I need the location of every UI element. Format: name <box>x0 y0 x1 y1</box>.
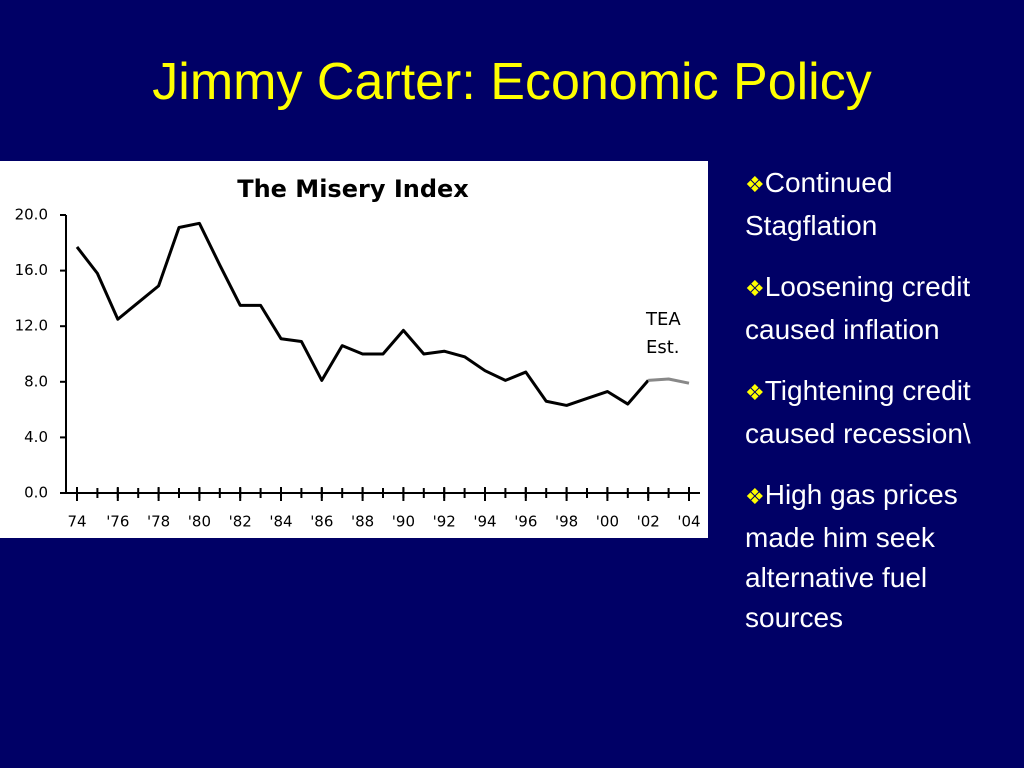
y-tick-label: 16.0 <box>15 261 48 279</box>
x-tick-label: '76 <box>106 513 129 531</box>
x-tick-label: '94 <box>473 513 496 531</box>
x-tick-label: '92 <box>433 513 456 531</box>
y-tick-label: 8.0 <box>24 372 48 390</box>
chart: The Misery Index 0.0 4.0 8.0 12.0 16.0 20.0 74… <box>15 175 701 531</box>
chart-box: The Misery Index 0.0 4.0 8.0 12.0 16.0 20.0 74… <box>0 161 708 538</box>
x-tick-label: '96 <box>514 513 537 531</box>
x-tick-label: '84 <box>269 513 292 531</box>
annotation: TEA Est. <box>646 309 681 358</box>
bullet: Tightening credit caused recession\ <box>745 371 985 454</box>
chart-title: The Misery Index <box>237 175 469 203</box>
line-series <box>75 221 650 407</box>
x-tick-label: '02 <box>637 513 660 531</box>
y-tick-label: 0.0 <box>24 484 48 502</box>
x-tick-label: '90 <box>392 513 415 531</box>
bullet-list: Continued Stagflation Loosening credit ca… <box>745 163 985 659</box>
x-tick-label: '04 <box>677 513 700 531</box>
x-tick-label: '98 <box>555 513 578 531</box>
y-tick-label: 20.0 <box>15 206 48 224</box>
x-tick-label: '78 <box>147 513 170 531</box>
bullet: Loosening credit caused inflation <box>745 267 985 350</box>
line-series <box>648 377 690 385</box>
x-tick-label: '80 <box>188 513 211 531</box>
x-tick-label: '86 <box>310 513 333 531</box>
slide-title: Jimmy Carter: Economic Policy <box>152 53 872 111</box>
y-tick-label: 4.0 <box>24 428 48 446</box>
x-tick-label: '82 <box>229 513 252 531</box>
x-tick-label: '00 <box>596 513 619 531</box>
bullet: High gas prices made him seek alternativ… <box>745 475 985 638</box>
bullet: Continued Stagflation <box>745 163 985 246</box>
x-tick-label: '88 <box>351 513 374 531</box>
y-tick-label: 12.0 <box>15 317 48 335</box>
x-tick-label: 74 <box>67 513 86 531</box>
